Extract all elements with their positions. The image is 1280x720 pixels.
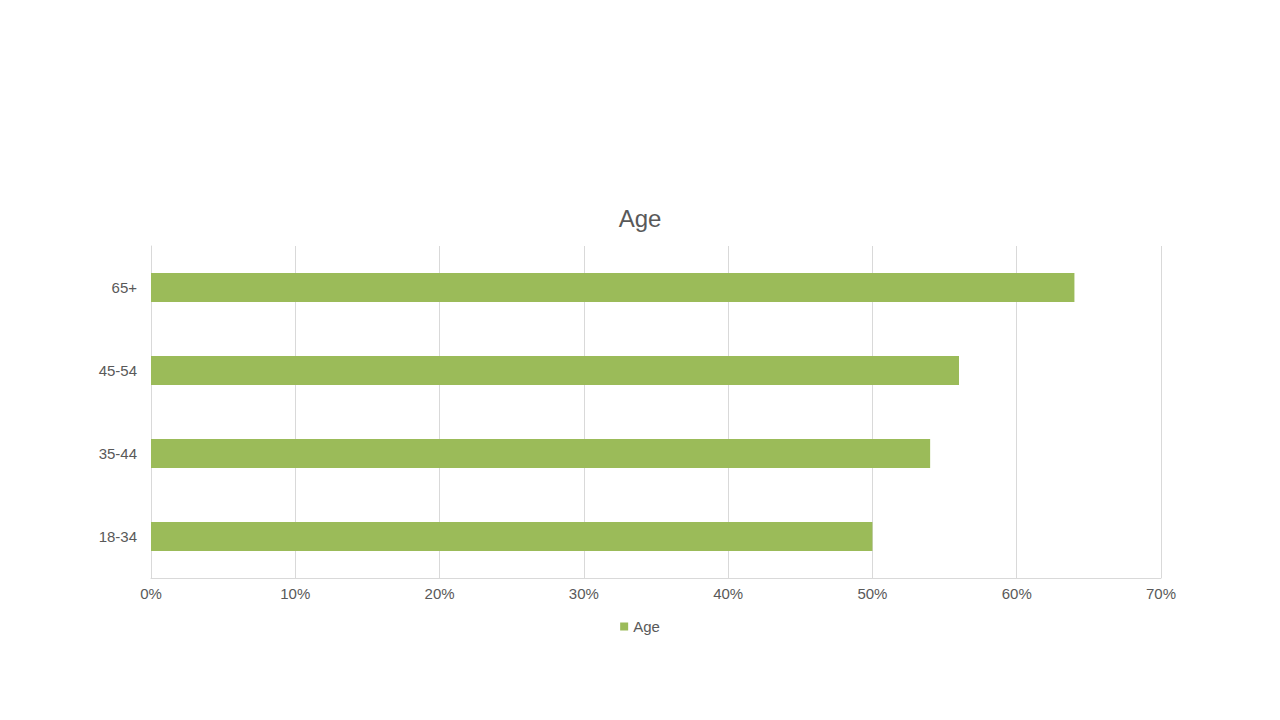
svg-text:35-44: 35-44 [99, 445, 137, 462]
svg-text:Age: Age [633, 618, 660, 635]
svg-text:0%: 0% [140, 585, 162, 602]
svg-text:40%: 40% [713, 585, 743, 602]
svg-text:10%: 10% [280, 585, 310, 602]
svg-text:45-54: 45-54 [99, 362, 137, 379]
svg-text:70%: 70% [1146, 585, 1176, 602]
svg-text:50%: 50% [857, 585, 887, 602]
svg-text:60%: 60% [1002, 585, 1032, 602]
svg-text:18-34: 18-34 [99, 528, 137, 545]
svg-text:30%: 30% [569, 585, 599, 602]
svg-text:65+: 65+ [112, 279, 138, 296]
svg-text:Age: Age [619, 205, 662, 232]
svg-text:20%: 20% [425, 585, 455, 602]
